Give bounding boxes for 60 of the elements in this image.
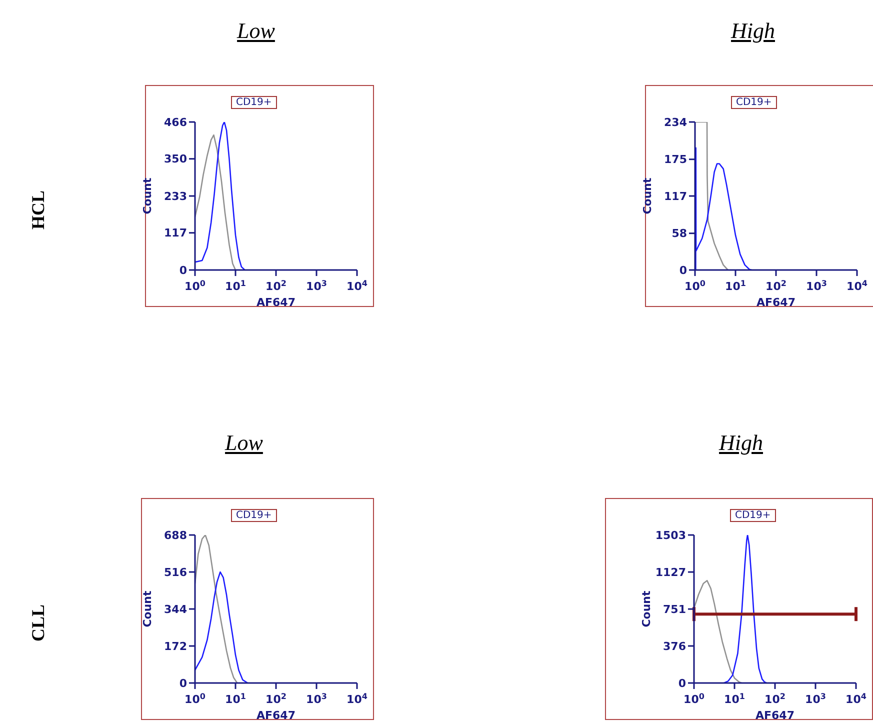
chart-subtitle: CD19+ (231, 96, 277, 109)
chart-subtitle: CD19+ (731, 96, 777, 109)
y-tick-label: 58 (672, 227, 687, 240)
y-tick-label: 516 (164, 566, 188, 579)
x-tick-label: 10$^{0}$ (684, 692, 705, 706)
y-tick-label: 1127 (655, 566, 686, 579)
chart-subtitle: CD19+ (730, 509, 776, 522)
x-tick-label: 10$^{1}$ (225, 278, 246, 293)
x-tick-label: 10$^{1}$ (725, 278, 746, 293)
y-tick-label: 751 (663, 602, 686, 616)
x-tick-label: 10$^{3}$ (306, 278, 327, 293)
y-tick-label: 376 (663, 640, 686, 653)
line-series (694, 580, 742, 683)
x-tick-label: 10$^{2}$ (766, 278, 786, 293)
x-tick-label: 10$^{1}$ (724, 692, 746, 706)
y-tick-label: 688 (164, 528, 187, 542)
text: HCL (28, 190, 48, 230)
x-tick-label: 10$^{4}$ (846, 278, 868, 293)
y-tick-label: 1503 (655, 528, 686, 542)
y-tick-label: 234 (664, 116, 688, 129)
y-tick-label: 233 (164, 190, 187, 203)
x-tick-label: 10$^{0}$ (184, 278, 206, 293)
y-tick-label: 466 (164, 116, 188, 129)
line-series (195, 134, 236, 270)
x-tick-label: 10$^{3}$ (805, 692, 826, 706)
x-tick-label: 10$^{2}$ (266, 278, 286, 293)
y-tick-label: 0 (678, 676, 686, 690)
x-tick-label: 10$^{4}$ (346, 278, 368, 293)
y-tick-label: 117 (664, 190, 687, 203)
x-tick-label: 10$^{4}$ (346, 692, 368, 706)
y-tick-label: 0 (179, 676, 188, 690)
y-tick-label: 0 (179, 264, 188, 277)
chart-title: Low (236, 18, 276, 44)
x-tick-label: 10$^{4}$ (846, 692, 867, 706)
y-tick-label: 350 (164, 152, 188, 166)
x-axis-title: AF647 (256, 709, 296, 722)
x-tick-label: 10$^{2}$ (764, 692, 786, 706)
x-tick-label: 10$^{3}$ (806, 278, 827, 293)
chart-subtitle: CD19+ (231, 509, 277, 522)
x-tick-label: 10$^{0}$ (184, 692, 206, 706)
y-axis-title: Count (140, 178, 154, 214)
text: CLL (28, 604, 48, 643)
y-tick-label: 0 (679, 264, 688, 277)
y-axis-title: Count (640, 178, 654, 214)
x-axis-title: AF647 (756, 296, 796, 309)
y-axis-title: Count (140, 590, 154, 628)
x-tick-label: 10$^{2}$ (266, 692, 286, 706)
x-tick-label: 10$^{1}$ (225, 692, 246, 706)
x-tick-label: 10$^{3}$ (306, 692, 327, 706)
y-tick-label: 172 (164, 640, 187, 653)
x-tick-label: 10$^{0}$ (684, 278, 706, 293)
x-axis-title: AF647 (256, 296, 296, 309)
chart-title: Low (224, 430, 264, 456)
y-axis-title: Count (640, 590, 653, 628)
y-tick-label: 175 (664, 153, 687, 166)
x-axis-title: AF647 (756, 709, 794, 722)
y-tick-label: 344 (164, 602, 188, 616)
y-tick-label: 117 (164, 226, 187, 240)
chart-title: High (718, 430, 764, 456)
chart-title: High (730, 18, 776, 44)
